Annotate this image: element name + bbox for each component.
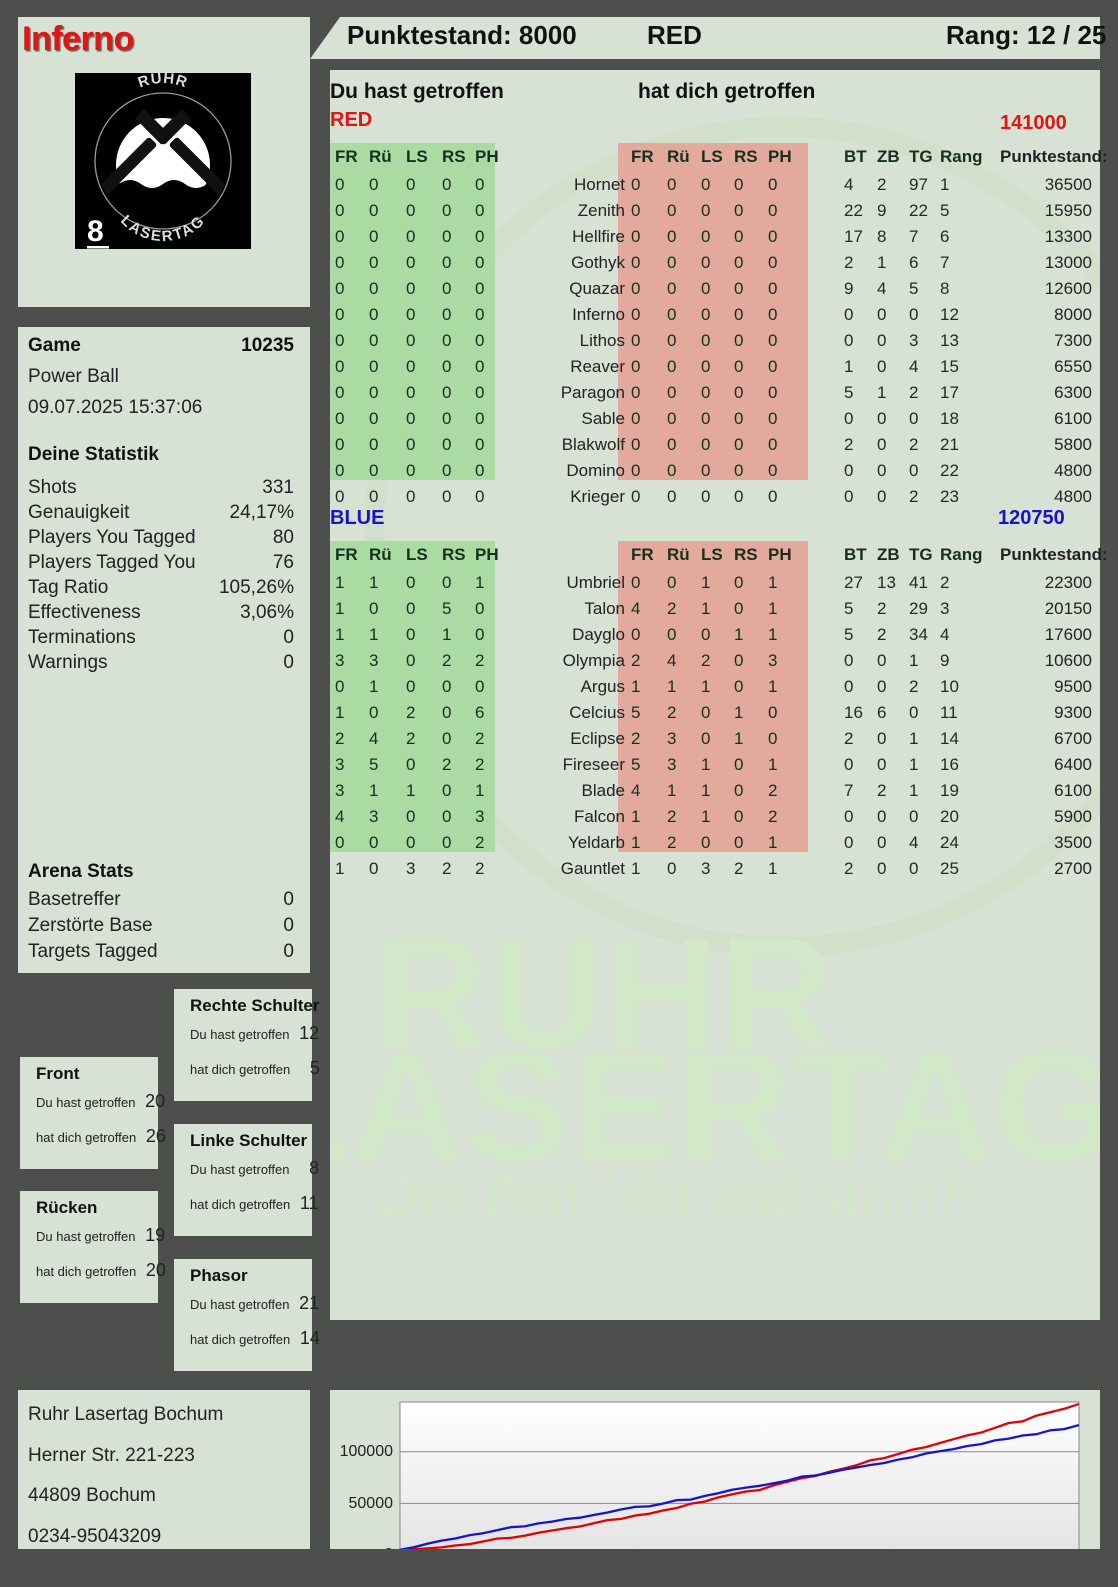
svg-text:100000: 100000: [340, 1443, 393, 1460]
svg-text:8: 8: [87, 215, 104, 248]
svg-text:0: 0: [384, 1546, 393, 1549]
svg-text:50000: 50000: [349, 1495, 394, 1512]
